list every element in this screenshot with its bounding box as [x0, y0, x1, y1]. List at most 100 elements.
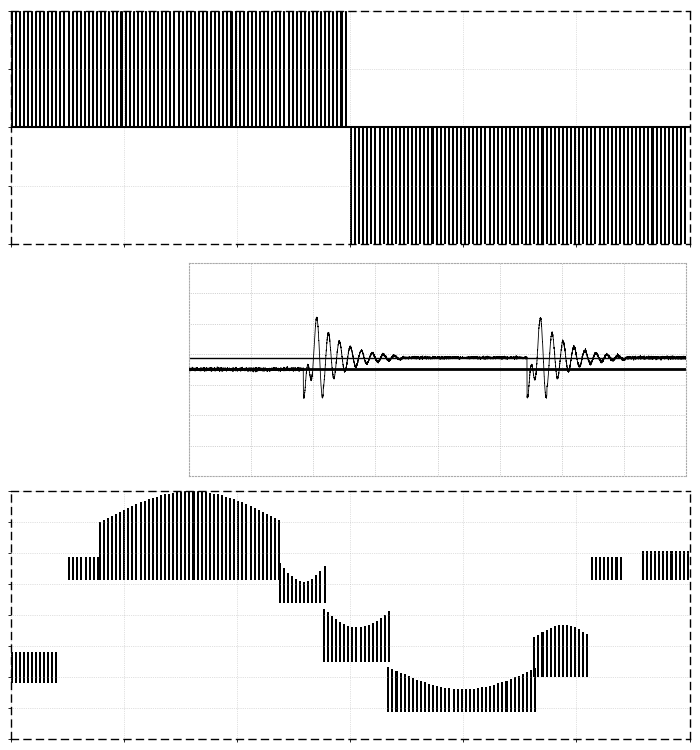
Bar	[327, 612, 329, 662]
Bar	[96, 11, 98, 128]
Bar	[202, 11, 204, 128]
Bar	[599, 556, 601, 580]
Bar	[284, 11, 286, 128]
Bar	[230, 11, 232, 128]
Bar	[295, 579, 297, 603]
Bar	[308, 11, 310, 128]
Bar	[400, 673, 402, 712]
Bar	[407, 128, 409, 244]
Bar	[384, 614, 386, 662]
Bar	[468, 128, 470, 244]
Bar	[172, 493, 174, 580]
Bar	[340, 11, 342, 128]
Bar	[473, 688, 475, 712]
Bar	[247, 11, 248, 128]
Bar	[610, 128, 612, 244]
Bar	[391, 669, 393, 712]
Bar	[193, 491, 195, 580]
Bar	[303, 581, 305, 603]
Bar	[534, 668, 536, 712]
Bar	[204, 492, 206, 580]
Bar	[47, 652, 49, 683]
Bar	[176, 492, 178, 580]
Bar	[473, 128, 475, 244]
Bar	[291, 577, 293, 603]
Bar	[587, 128, 588, 244]
Bar	[664, 128, 666, 244]
Bar	[153, 11, 155, 128]
Bar	[493, 128, 495, 244]
Bar	[500, 128, 503, 244]
Bar	[595, 556, 597, 580]
Bar	[411, 128, 413, 244]
Bar	[279, 563, 281, 603]
Bar	[237, 501, 239, 580]
Bar	[343, 624, 345, 662]
Bar	[168, 494, 170, 580]
Bar	[514, 677, 516, 712]
Bar	[436, 686, 438, 712]
Bar	[100, 11, 102, 128]
Bar	[35, 11, 37, 128]
Bar	[646, 550, 648, 580]
Bar	[631, 128, 633, 244]
Bar	[424, 682, 426, 712]
Bar	[513, 128, 515, 244]
Bar	[225, 496, 227, 580]
Bar	[570, 626, 572, 676]
Bar	[120, 11, 122, 128]
Bar	[608, 556, 610, 580]
Bar	[15, 652, 17, 683]
Bar	[360, 627, 361, 662]
Bar	[469, 689, 471, 712]
Bar	[60, 11, 62, 128]
Bar	[550, 628, 552, 676]
Bar	[403, 128, 405, 244]
Bar	[615, 556, 617, 580]
Bar	[145, 11, 147, 128]
Bar	[188, 491, 190, 580]
Bar	[99, 522, 101, 580]
Bar	[144, 501, 146, 580]
Bar	[80, 556, 83, 580]
Bar	[452, 128, 454, 244]
Bar	[123, 509, 125, 580]
Bar	[103, 520, 105, 580]
Bar	[574, 128, 576, 244]
Bar	[380, 618, 382, 662]
Bar	[350, 128, 352, 244]
Bar	[362, 128, 364, 244]
Bar	[497, 683, 499, 712]
Bar	[22, 652, 25, 683]
Bar	[43, 11, 45, 128]
Bar	[92, 556, 95, 580]
Bar	[489, 128, 491, 244]
Bar	[650, 550, 652, 580]
Bar	[190, 11, 192, 128]
Bar	[477, 688, 479, 712]
Bar	[337, 11, 339, 128]
Bar	[395, 670, 398, 712]
Bar	[659, 128, 662, 244]
Bar	[275, 11, 277, 128]
Bar	[570, 128, 572, 244]
Bar	[108, 11, 111, 128]
Bar	[210, 11, 212, 128]
Bar	[31, 11, 33, 128]
Bar	[419, 128, 421, 244]
Bar	[113, 11, 114, 128]
Bar	[135, 504, 137, 580]
Bar	[582, 632, 584, 676]
Bar	[680, 128, 682, 244]
Bar	[328, 11, 330, 128]
Bar	[295, 11, 298, 128]
Bar	[255, 11, 257, 128]
Bar	[672, 128, 674, 244]
Bar	[448, 128, 450, 244]
Bar	[214, 11, 216, 128]
Bar	[47, 11, 49, 128]
Bar	[533, 128, 536, 244]
Bar	[372, 623, 374, 662]
Bar	[88, 11, 90, 128]
Bar	[590, 128, 592, 244]
